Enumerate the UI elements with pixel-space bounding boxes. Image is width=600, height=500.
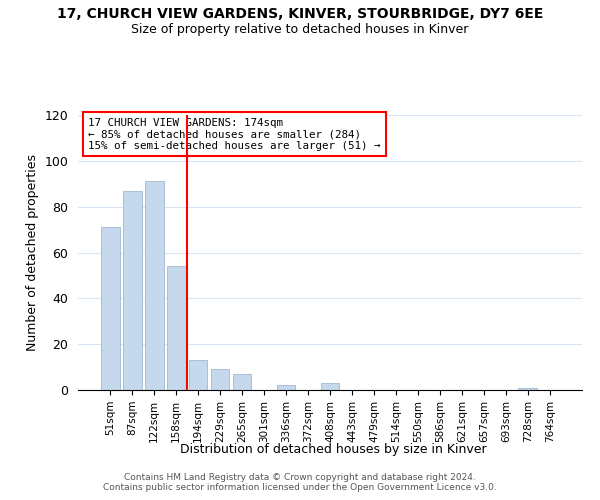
Bar — [211, 370, 229, 390]
Bar — [518, 388, 537, 390]
Text: 17, CHURCH VIEW GARDENS, KINVER, STOURBRIDGE, DY7 6EE: 17, CHURCH VIEW GARDENS, KINVER, STOURBR… — [57, 8, 543, 22]
Bar — [320, 383, 340, 390]
Bar — [167, 266, 185, 390]
Bar — [123, 190, 142, 390]
Text: Distribution of detached houses by size in Kinver: Distribution of detached houses by size … — [179, 442, 487, 456]
Text: Contains HM Land Registry data © Crown copyright and database right 2024.
Contai: Contains HM Land Registry data © Crown c… — [103, 473, 497, 492]
Bar — [189, 360, 208, 390]
Bar — [145, 182, 164, 390]
Y-axis label: Number of detached properties: Number of detached properties — [26, 154, 39, 351]
Bar — [101, 228, 119, 390]
Text: Size of property relative to detached houses in Kinver: Size of property relative to detached ho… — [131, 22, 469, 36]
Bar — [233, 374, 251, 390]
Text: 17 CHURCH VIEW GARDENS: 174sqm
← 85% of detached houses are smaller (284)
15% of: 17 CHURCH VIEW GARDENS: 174sqm ← 85% of … — [88, 118, 380, 151]
Bar — [277, 386, 295, 390]
